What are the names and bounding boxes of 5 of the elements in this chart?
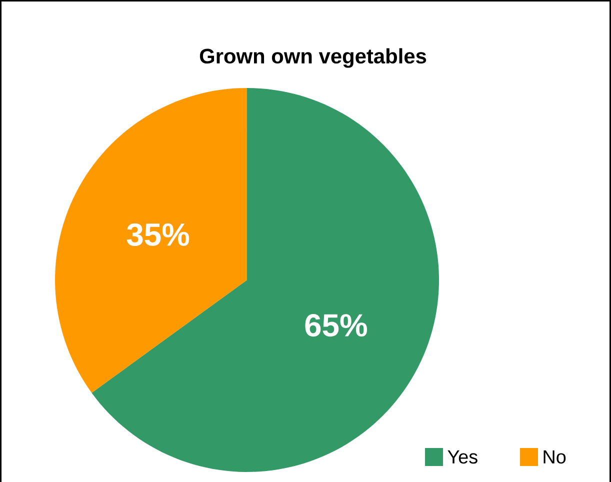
data-label: 65%: [305, 314, 368, 337]
chart-title: Grown own vegetables: [200, 48, 426, 68]
legend-label: Yes: [448, 450, 478, 464]
data-label: 35%: [126, 223, 190, 246]
legend-label: No: [544, 450, 566, 464]
